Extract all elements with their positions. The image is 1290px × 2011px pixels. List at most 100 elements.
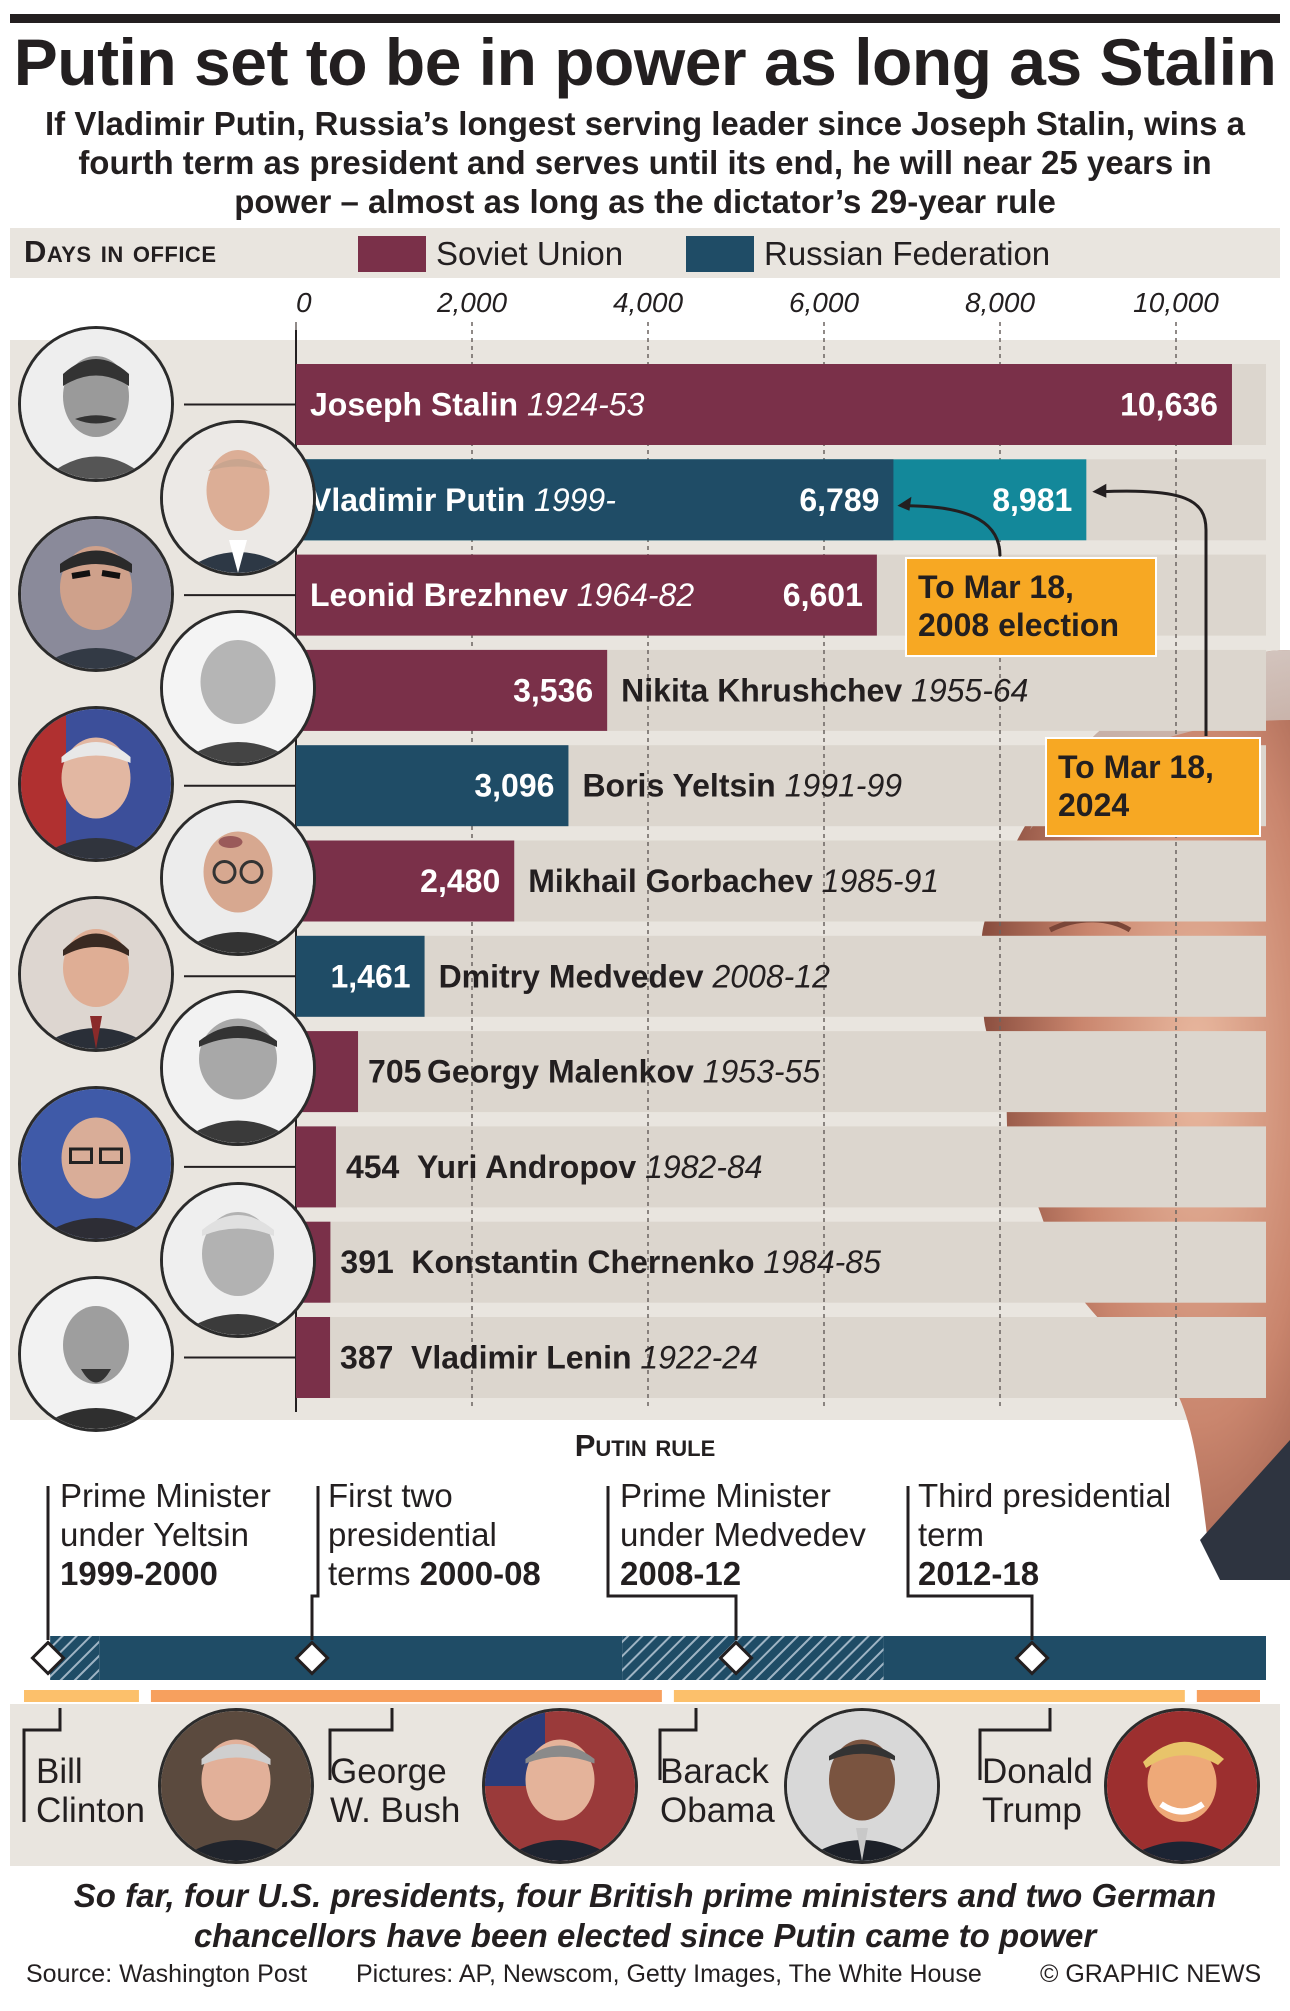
bar-leonid-brezhnev <box>296 554 877 636</box>
bar-name-label: Leonid Brezhnev 1964-82 <box>310 577 694 613</box>
stalin-portrait <box>18 326 174 482</box>
period-pointer <box>310 1486 320 1640</box>
name-line1: Barack <box>660 1752 769 1791</box>
period-line2: term <box>918 1516 984 1553</box>
leader-name: Nikita Khrushchev <box>621 672 911 708</box>
days-in-office-label: Days in office <box>24 234 217 269</box>
putin-rule-title: Putin rule <box>574 1428 716 1463</box>
period-years: 2012-18 <box>918 1555 1040 1592</box>
president-trump-label: Donald Trump <box>982 1752 1093 1830</box>
bar-yuri-andropov <box>296 1126 336 1208</box>
period-line1: Third presidential <box>918 1477 1172 1514</box>
callout-2024-line1: To Mar 18, <box>1058 749 1214 785</box>
leader-name: Vladimir Lenin <box>411 1340 640 1376</box>
gorbachev-portrait <box>160 800 316 956</box>
headline: Putin set to be in power as long as Stal… <box>13 25 1277 99</box>
bar-value-label: 3,536 <box>513 672 593 708</box>
period-marker <box>294 1640 330 1676</box>
bar-value-label: 6,601 <box>783 577 863 613</box>
callout-2024-box <box>1045 737 1261 837</box>
callout-2024-line2: 2024 <box>1058 787 1129 823</box>
row-stripe <box>296 1126 1266 1208</box>
bar-vladimir-putin <box>296 459 894 541</box>
name-line2: Clinton <box>36 1791 145 1830</box>
bar-name-label: Joseph Stalin 1924-53 <box>310 387 645 423</box>
period-line3-and-years: terms 2000-08 <box>328 1554 541 1593</box>
days-in-office-bar-chart: 0 2,000 4,000 6,000 8,000 10,000 Joseph Stalin… <box>184 287 1266 1412</box>
yeltsin-portrait <box>18 706 174 862</box>
leader-years: 1984-85 <box>763 1244 881 1280</box>
callout-2024: To Mar 18,2024 <box>1045 737 1261 837</box>
source-credit: Source: Washington Post <box>26 1960 308 1988</box>
president-term-bar <box>24 1690 139 1702</box>
bar-value-label: 2,480 <box>420 863 500 899</box>
x-tick-label: 0 <box>296 287 312 318</box>
callout-2008-line2: 2008 election <box>918 607 1119 643</box>
bar-name-label: Konstantin Chernenko 1984-85 <box>411 1244 881 1280</box>
x-tick-label: 8,000 <box>965 287 1035 318</box>
leader-name: Mikhail Gorbachev <box>528 863 821 899</box>
leader-name: Vladimir Putin <box>310 482 534 518</box>
president-pointer <box>658 1708 698 1780</box>
leader-name: Dmitry Medvedev <box>439 958 713 994</box>
bar-value-label: 6,789 <box>799 482 879 518</box>
bar-value-label: 3,096 <box>474 768 554 804</box>
bar-value-label: 10,636 <box>1120 387 1218 423</box>
period-line1: Prime Minister <box>60 1477 271 1514</box>
leader-name: Joseph Stalin <box>310 387 527 423</box>
period-pm-medvedev: Prime Minister under Medvedev 2008-12 <box>620 1476 866 1593</box>
callout-2024-arrow <box>1100 489 1208 736</box>
trump-photo <box>1104 1708 1260 1864</box>
leader-years: 1964-82 <box>577 577 695 613</box>
leader-name: Yuri Andropov <box>417 1149 645 1185</box>
name-line2: Obama <box>660 1791 775 1830</box>
period-years: 2000-08 <box>419 1555 541 1592</box>
period-pointer <box>906 1486 1034 1640</box>
top-rule <box>10 14 1280 23</box>
putin-portrait <box>160 420 316 576</box>
leader-years: 1999- <box>534 482 616 518</box>
x-tick-label: 6,000 <box>789 287 859 318</box>
bar-vladimir-lenin <box>296 1317 331 1398</box>
soviet-union-swatch <box>358 236 426 272</box>
president-term-bar <box>150 1690 662 1702</box>
bar-value-label: 387 <box>340 1340 393 1376</box>
legend-strip <box>10 228 1280 278</box>
leader-years: 1982-84 <box>645 1149 762 1185</box>
lenin-portrait <box>18 1276 174 1432</box>
bar-name-label: Georgy Malenkov 1953-55 <box>427 1054 820 1090</box>
bar-extended-value-label: 8,981 <box>992 482 1072 518</box>
bar-name-label: Boris Yeltsin 1991-99 <box>582 768 902 804</box>
copyright-credit: © GRAPHIC NEWS <box>1040 1960 1262 1988</box>
period-pm-yeltsin: Prime Minister under Yeltsin 1999-2000 <box>60 1476 271 1593</box>
leader-name: Konstantin Chernenko <box>411 1244 763 1280</box>
bar-value-label: 391 <box>340 1244 393 1280</box>
medvedev-portrait <box>18 896 174 1052</box>
bar-name-label: Mikhail Gorbachev 1985-91 <box>528 863 939 899</box>
president-bush-label: George W. Bush <box>330 1752 460 1830</box>
footer-note: So far, four U.S. presidents, four Briti… <box>73 1877 1217 1954</box>
period-marker <box>30 1640 66 1676</box>
clinton-photo <box>158 1708 314 1864</box>
name-line1: George <box>330 1752 447 1791</box>
row-stripe <box>296 1221 1266 1303</box>
bar-value-label: 705 <box>368 1054 421 1090</box>
bar-value-label: 454 <box>346 1149 400 1185</box>
leader-name: Georgy Malenkov <box>427 1054 703 1090</box>
x-tick-label: 10,000 <box>1133 287 1219 318</box>
timeline-segment <box>883 1636 1266 1680</box>
bar-dmitry-medvedev <box>296 935 425 1017</box>
callout-2008-arrow <box>905 504 1002 557</box>
callout-2024-arrowhead <box>1092 483 1107 498</box>
x-tick-label: 2,000 <box>436 287 507 318</box>
x-tick-label: 4,000 <box>613 287 683 318</box>
callout-2008: To Mar 18,2008 election <box>905 557 1157 657</box>
callout-2008-box <box>905 557 1157 657</box>
president-term-bar <box>673 1690 1185 1702</box>
president-term-bar <box>1196 1690 1260 1702</box>
bush-photo <box>482 1708 638 1864</box>
president-pointer <box>328 1708 394 1780</box>
period-third-term: Third presidential term 2012-18 <box>918 1476 1171 1593</box>
